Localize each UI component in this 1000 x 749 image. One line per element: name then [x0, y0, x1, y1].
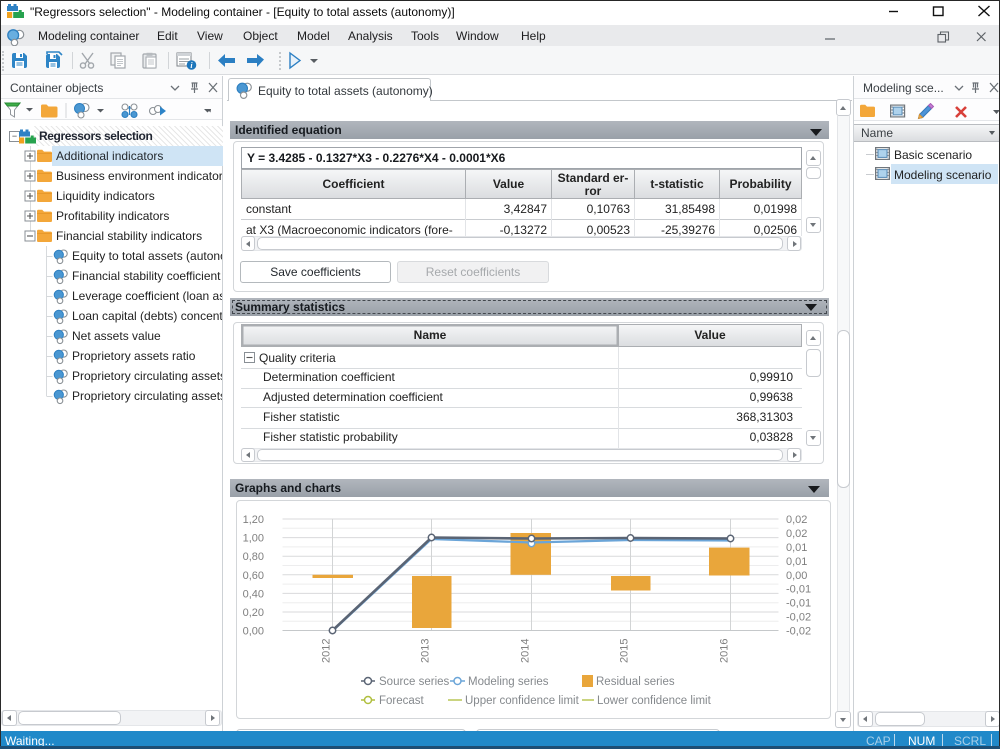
svg-text:0,02: 0,02: [786, 528, 807, 540]
svg-text:Source series: Source series: [379, 676, 450, 688]
svg-text:0,02: 0,02: [786, 514, 807, 526]
svg-text:2015: 2015: [619, 639, 631, 663]
svg-text:-0,02: -0,02: [786, 626, 811, 638]
svg-text:Residual series: Residual series: [596, 676, 675, 688]
svg-text:2014: 2014: [520, 639, 532, 663]
svg-text:0,01: 0,01: [786, 556, 807, 568]
svg-text:Lower confidence limit: Lower confidence limit: [597, 695, 712, 707]
svg-text:0,40: 0,40: [243, 588, 264, 600]
svg-text:0,00: 0,00: [786, 570, 807, 582]
svg-text:Upper confidence limit: Upper confidence limit: [465, 695, 580, 707]
svg-text:-0,01: -0,01: [786, 598, 811, 610]
svg-text:-0,01: -0,01: [786, 584, 811, 596]
svg-text:i: i: [190, 61, 193, 70]
svg-text:1,20: 1,20: [243, 514, 264, 526]
svg-text:0,60: 0,60: [243, 570, 264, 582]
svg-text:0,20: 0,20: [243, 607, 264, 619]
svg-text:2012: 2012: [321, 639, 333, 663]
svg-text:0,00: 0,00: [243, 626, 264, 638]
svg-text:2016: 2016: [719, 639, 731, 663]
svg-text:-0,02: -0,02: [786, 612, 811, 624]
svg-text:0,01: 0,01: [786, 542, 807, 554]
svg-text:1,00: 1,00: [243, 533, 264, 545]
svg-text:0,80: 0,80: [243, 551, 264, 563]
svg-text:Forecast: Forecast: [379, 695, 425, 707]
svg-text:Modeling series: Modeling series: [468, 676, 549, 688]
svg-text:2013: 2013: [420, 639, 432, 663]
